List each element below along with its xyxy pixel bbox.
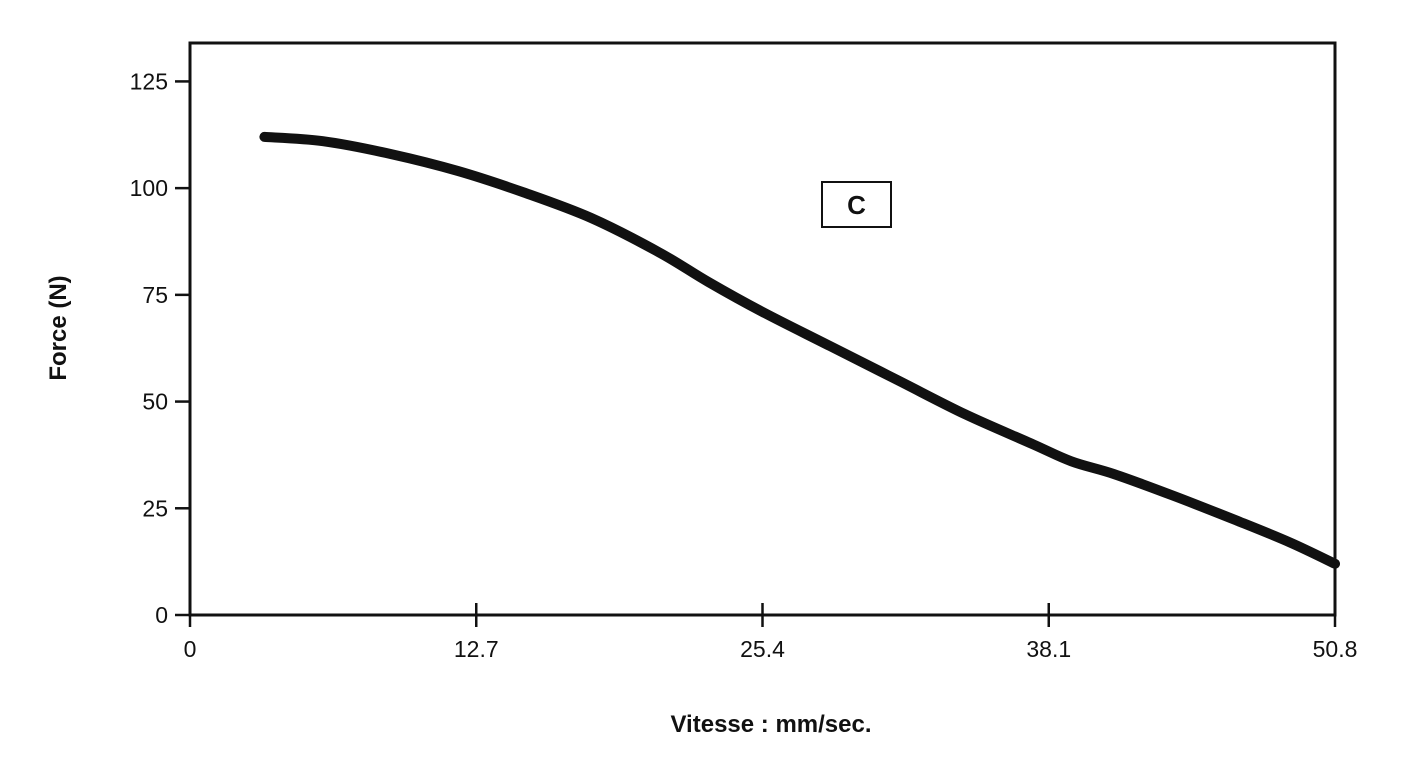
x-tick-label: 50.8	[1313, 636, 1358, 662]
force-curve	[259, 131, 1340, 569]
y-axis: 0 25 50 75 100 125	[130, 68, 190, 628]
annotation-box: C	[821, 181, 892, 228]
y-tick-label: 75	[142, 282, 168, 308]
y-axis-title: Force (N)	[45, 275, 72, 380]
x-tick-label: 25.4	[740, 636, 785, 662]
x-tick-label: 12.7	[454, 636, 499, 662]
y-tick-label: 0	[155, 602, 168, 628]
y-tick-label: 50	[142, 389, 168, 415]
x-tick-label: 0	[184, 636, 197, 662]
x-axis: 0 12.7 25.4 38.1 50.8	[184, 603, 1358, 662]
plot-frame	[188, 41, 1337, 617]
y-tick-label: 100	[130, 175, 168, 201]
x-axis-title: Vitesse : mm/sec.	[670, 711, 871, 738]
y-tick-label: 25	[142, 495, 168, 521]
annotation-label: C	[847, 190, 866, 220]
y-tick-label: 125	[130, 68, 168, 94]
x-tick-label: 38.1	[1026, 636, 1071, 662]
